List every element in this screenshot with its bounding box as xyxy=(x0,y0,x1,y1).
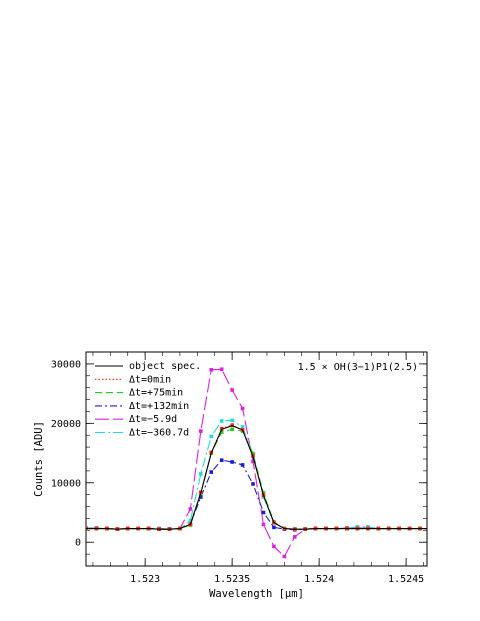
data-point xyxy=(199,429,203,433)
legend-label: Δt=−360.7d xyxy=(129,428,189,439)
x-tick-label: 1.523 xyxy=(130,574,160,585)
legend: object spec. Δt=0min Δt=+75min Δt=+132min Δt… xyxy=(95,361,201,439)
y-axis-title: Counts [ADU] xyxy=(33,421,45,497)
tick-marks xyxy=(86,351,427,567)
data-point xyxy=(240,425,245,429)
data-point xyxy=(230,423,234,427)
series-line xyxy=(86,425,427,530)
y-tick-label: 30000 xyxy=(51,359,81,370)
x-tick-label: 1.5235 xyxy=(214,574,250,585)
series-0 xyxy=(86,425,427,530)
data-point xyxy=(219,426,224,431)
data-point xyxy=(230,427,234,432)
data-point xyxy=(429,527,433,531)
data-point xyxy=(230,460,234,464)
data-point xyxy=(240,463,245,467)
data-point xyxy=(240,406,245,411)
data-point xyxy=(188,519,193,523)
series-2 xyxy=(86,427,433,531)
legend-label: object spec. xyxy=(129,361,201,372)
series-line xyxy=(86,459,427,531)
data-point xyxy=(261,491,266,495)
data-point xyxy=(251,482,255,486)
data-point xyxy=(209,368,214,372)
data-point xyxy=(272,544,276,549)
data-point xyxy=(292,535,297,539)
data-point xyxy=(429,527,433,531)
legend-label: Δt=+132min xyxy=(129,401,189,412)
data-point xyxy=(261,522,266,527)
data-point xyxy=(230,388,234,392)
data-point xyxy=(209,434,214,439)
data-point xyxy=(261,510,266,515)
legend-label: Δt=+75min xyxy=(129,388,183,399)
data-point xyxy=(251,451,255,456)
data-point xyxy=(188,507,193,511)
data-point xyxy=(209,470,214,474)
line-annotation: 1.5 × OH(3−1)P1(2.5) xyxy=(298,362,418,373)
data-point xyxy=(282,554,287,559)
tick-labels: 1.523 1.5235 1.524 1.5245 0 10000 20000 30000 xyxy=(51,359,424,585)
x-axis-title: Wavelength [μm] xyxy=(209,588,304,600)
data-point xyxy=(219,430,224,435)
data-point xyxy=(251,459,255,464)
x-tick-label: 1.5245 xyxy=(388,574,424,585)
data-point xyxy=(219,419,224,423)
x-tick-label: 1.524 xyxy=(304,574,334,585)
y-tick-label: 20000 xyxy=(51,419,81,430)
legend-label: Δt=0min xyxy=(129,374,171,385)
data-point xyxy=(272,525,276,530)
data-point xyxy=(199,495,203,499)
y-tick-label: 10000 xyxy=(51,478,81,489)
data-point xyxy=(219,458,224,462)
data-point xyxy=(429,527,433,531)
y-tick-label: 0 xyxy=(75,538,81,549)
data-point xyxy=(219,367,224,372)
legend-label: Δt=−5.9d xyxy=(129,414,177,425)
data-point xyxy=(429,527,433,531)
series-layer xyxy=(86,367,433,559)
plot-area: 1.523 1.5235 1.524 1.5245 0 10000 20000 30000 xyxy=(51,351,433,585)
series-line xyxy=(86,428,427,530)
data-point xyxy=(199,472,203,476)
data-point xyxy=(230,418,234,423)
data-point xyxy=(429,527,433,531)
